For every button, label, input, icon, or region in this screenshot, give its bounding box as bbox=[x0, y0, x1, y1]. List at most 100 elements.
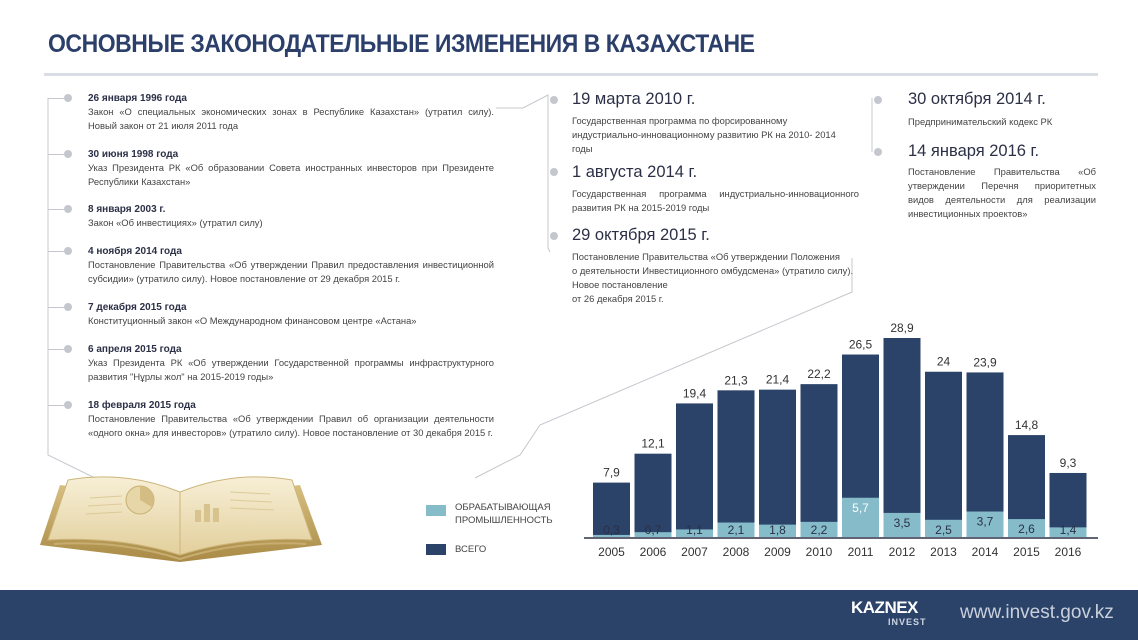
label-manufacturing: 5,7 bbox=[852, 501, 869, 515]
bar-total bbox=[593, 482, 630, 537]
page-title: ОСНОВНЫЕ ЗАКОНОДАТЕЛЬНЫЕ ИЗМЕНЕНИЯ В КАЗ… bbox=[48, 30, 755, 58]
timeline-event: 8 января 2003 г. Закон «Об инвестициях» (… bbox=[88, 203, 494, 230]
leader-line bbox=[48, 405, 64, 406]
leader-line bbox=[48, 154, 64, 155]
middle-event-date: 1 августа 2014 г. bbox=[572, 163, 698, 181]
website-link[interactable]: www.invest.gov.kz bbox=[960, 602, 1114, 623]
event-date: 18 февраля 2015 года bbox=[88, 400, 196, 411]
event-date: 30 июня 1998 года bbox=[88, 149, 179, 160]
bar-manufacturing bbox=[966, 511, 1004, 537]
legend-label-manufacturing: ОБРАБАТЫВАЮЩАЯ ПРОМЫШЛЕННОСТЬ bbox=[455, 502, 553, 526]
bullet bbox=[550, 96, 558, 104]
event-date: 6 апреля 2015 года bbox=[88, 344, 182, 355]
middle-event-desc: Постановление Правительства «Об утвержде… bbox=[572, 250, 872, 306]
leader-line bbox=[48, 98, 64, 99]
label-manufacturing: 1,8 bbox=[769, 523, 786, 537]
bullet bbox=[64, 247, 72, 255]
bar-manufacturing bbox=[842, 497, 879, 537]
timeline-event: 30 июня 1998 года Указ Президента РК «Об … bbox=[88, 148, 494, 189]
legend-label-total: ВСЕГО bbox=[455, 544, 487, 555]
event-description: Закон «О специальных экономических зонах… bbox=[88, 106, 494, 131]
bullet bbox=[874, 148, 882, 156]
label-total: 22,2 bbox=[807, 367, 831, 381]
timeline-event: 26 января 1996 года Закон «О специальных … bbox=[88, 92, 494, 133]
x-tick-label: 2009 bbox=[764, 545, 791, 559]
x-tick-label: 2014 bbox=[972, 545, 999, 559]
label-total: 21,3 bbox=[724, 373, 748, 387]
right-event-desc: Постановление Правительства «Об утвержде… bbox=[908, 166, 1096, 219]
event-date: 26 января 1996 года bbox=[88, 93, 187, 104]
label-manufacturing: 0,3 bbox=[603, 523, 620, 537]
bar-manufacturing bbox=[925, 519, 962, 537]
bar-manufacturing bbox=[676, 529, 713, 537]
footer-bar bbox=[0, 590, 1138, 640]
bar-total bbox=[759, 389, 796, 537]
bar-manufacturing bbox=[883, 512, 921, 537]
label-manufacturing: 2,2 bbox=[811, 523, 828, 537]
bullet bbox=[64, 94, 72, 102]
legend-swatch-total bbox=[426, 544, 446, 555]
bullet bbox=[64, 303, 72, 311]
label-manufacturing: 1,1 bbox=[686, 523, 703, 537]
x-tick-label: 2011 bbox=[848, 545, 874, 559]
right-event-date: 30 октября 2014 г. bbox=[908, 90, 1046, 108]
x-tick-label: 2008 bbox=[723, 545, 750, 559]
label-manufacturing: 1,4 bbox=[1060, 523, 1077, 537]
x-tick-label: 2013 bbox=[930, 545, 957, 559]
label-manufacturing: 0,7 bbox=[645, 523, 662, 537]
legend-swatch-manufacturing bbox=[426, 505, 446, 516]
label-total: 23,9 bbox=[973, 355, 997, 369]
bullet bbox=[874, 96, 882, 104]
bar-total bbox=[925, 371, 962, 537]
event-description: Указ Президента РК «Об образовании Совет… bbox=[88, 162, 494, 187]
x-tick-label: 2007 bbox=[681, 545, 708, 559]
event-description: Постановление Правительства «Об утвержде… bbox=[88, 413, 494, 438]
label-manufacturing: 3,5 bbox=[894, 516, 911, 530]
bar-total bbox=[717, 390, 755, 537]
bar-manufacturing bbox=[634, 532, 672, 537]
bullet bbox=[64, 401, 72, 409]
bullet bbox=[64, 205, 72, 213]
bar-total bbox=[676, 403, 713, 537]
label-total: 9,3 bbox=[1060, 456, 1077, 470]
label-total: 19,4 bbox=[683, 386, 707, 400]
event-description: Указ Президента РК «Об утверждении Госуд… bbox=[88, 357, 494, 382]
leader-line bbox=[48, 349, 64, 350]
bullet bbox=[64, 345, 72, 353]
bar-manufacturing bbox=[593, 534, 630, 537]
middle-event-date: 29 октября 2015 г. bbox=[572, 226, 710, 244]
middle-event-desc: Государственная программа индустриально-… bbox=[572, 188, 859, 213]
label-manufacturing: 3,7 bbox=[977, 515, 994, 529]
label-total: 7,9 bbox=[603, 466, 620, 480]
event-date: 8 января 2003 г. bbox=[88, 204, 166, 215]
x-tick-label: 2015 bbox=[1013, 545, 1040, 559]
timeline-event: 4 ноября 2014 года Постановление Правител… bbox=[88, 245, 494, 286]
bar-total bbox=[800, 384, 838, 537]
bullet bbox=[550, 168, 558, 176]
event-date: 7 декабря 2015 года bbox=[88, 302, 187, 313]
bullet bbox=[64, 150, 72, 158]
middle-event-date: 19 марта 2010 г. bbox=[572, 90, 696, 108]
desc-line: Постановление Правительства «Об утвержде… bbox=[572, 251, 841, 262]
label-total: 14,8 bbox=[1015, 418, 1039, 432]
event-date: 4 ноября 2014 года bbox=[88, 246, 182, 257]
desc-line: Новое постановление bbox=[572, 279, 668, 290]
timeline-event: 18 февраля 2015 года Постановление Правит… bbox=[88, 399, 494, 440]
leader-line bbox=[48, 307, 64, 308]
leader-line bbox=[48, 251, 64, 252]
bar-manufacturing bbox=[717, 522, 755, 537]
right-event-date: 14 января 2016 г. bbox=[908, 142, 1040, 160]
x-tick-label: 2006 bbox=[640, 545, 667, 559]
label-total: 24 bbox=[937, 355, 951, 369]
x-tick-label: 2012 bbox=[889, 545, 916, 559]
event-description: Закон «Об инвестициях» (утратил силу) bbox=[88, 217, 263, 228]
x-tick-label: 2005 bbox=[598, 545, 625, 559]
label-total: 26,5 bbox=[849, 338, 873, 352]
label-total: 21,4 bbox=[766, 373, 790, 387]
timeline-event: 6 апреля 2015 года Указ Президента РК «Об… bbox=[88, 343, 494, 384]
label-manufacturing: 2,6 bbox=[1018, 522, 1035, 536]
x-tick-label: 2010 bbox=[806, 545, 833, 559]
label-total: 12,1 bbox=[641, 437, 665, 451]
bar-total bbox=[634, 453, 672, 537]
